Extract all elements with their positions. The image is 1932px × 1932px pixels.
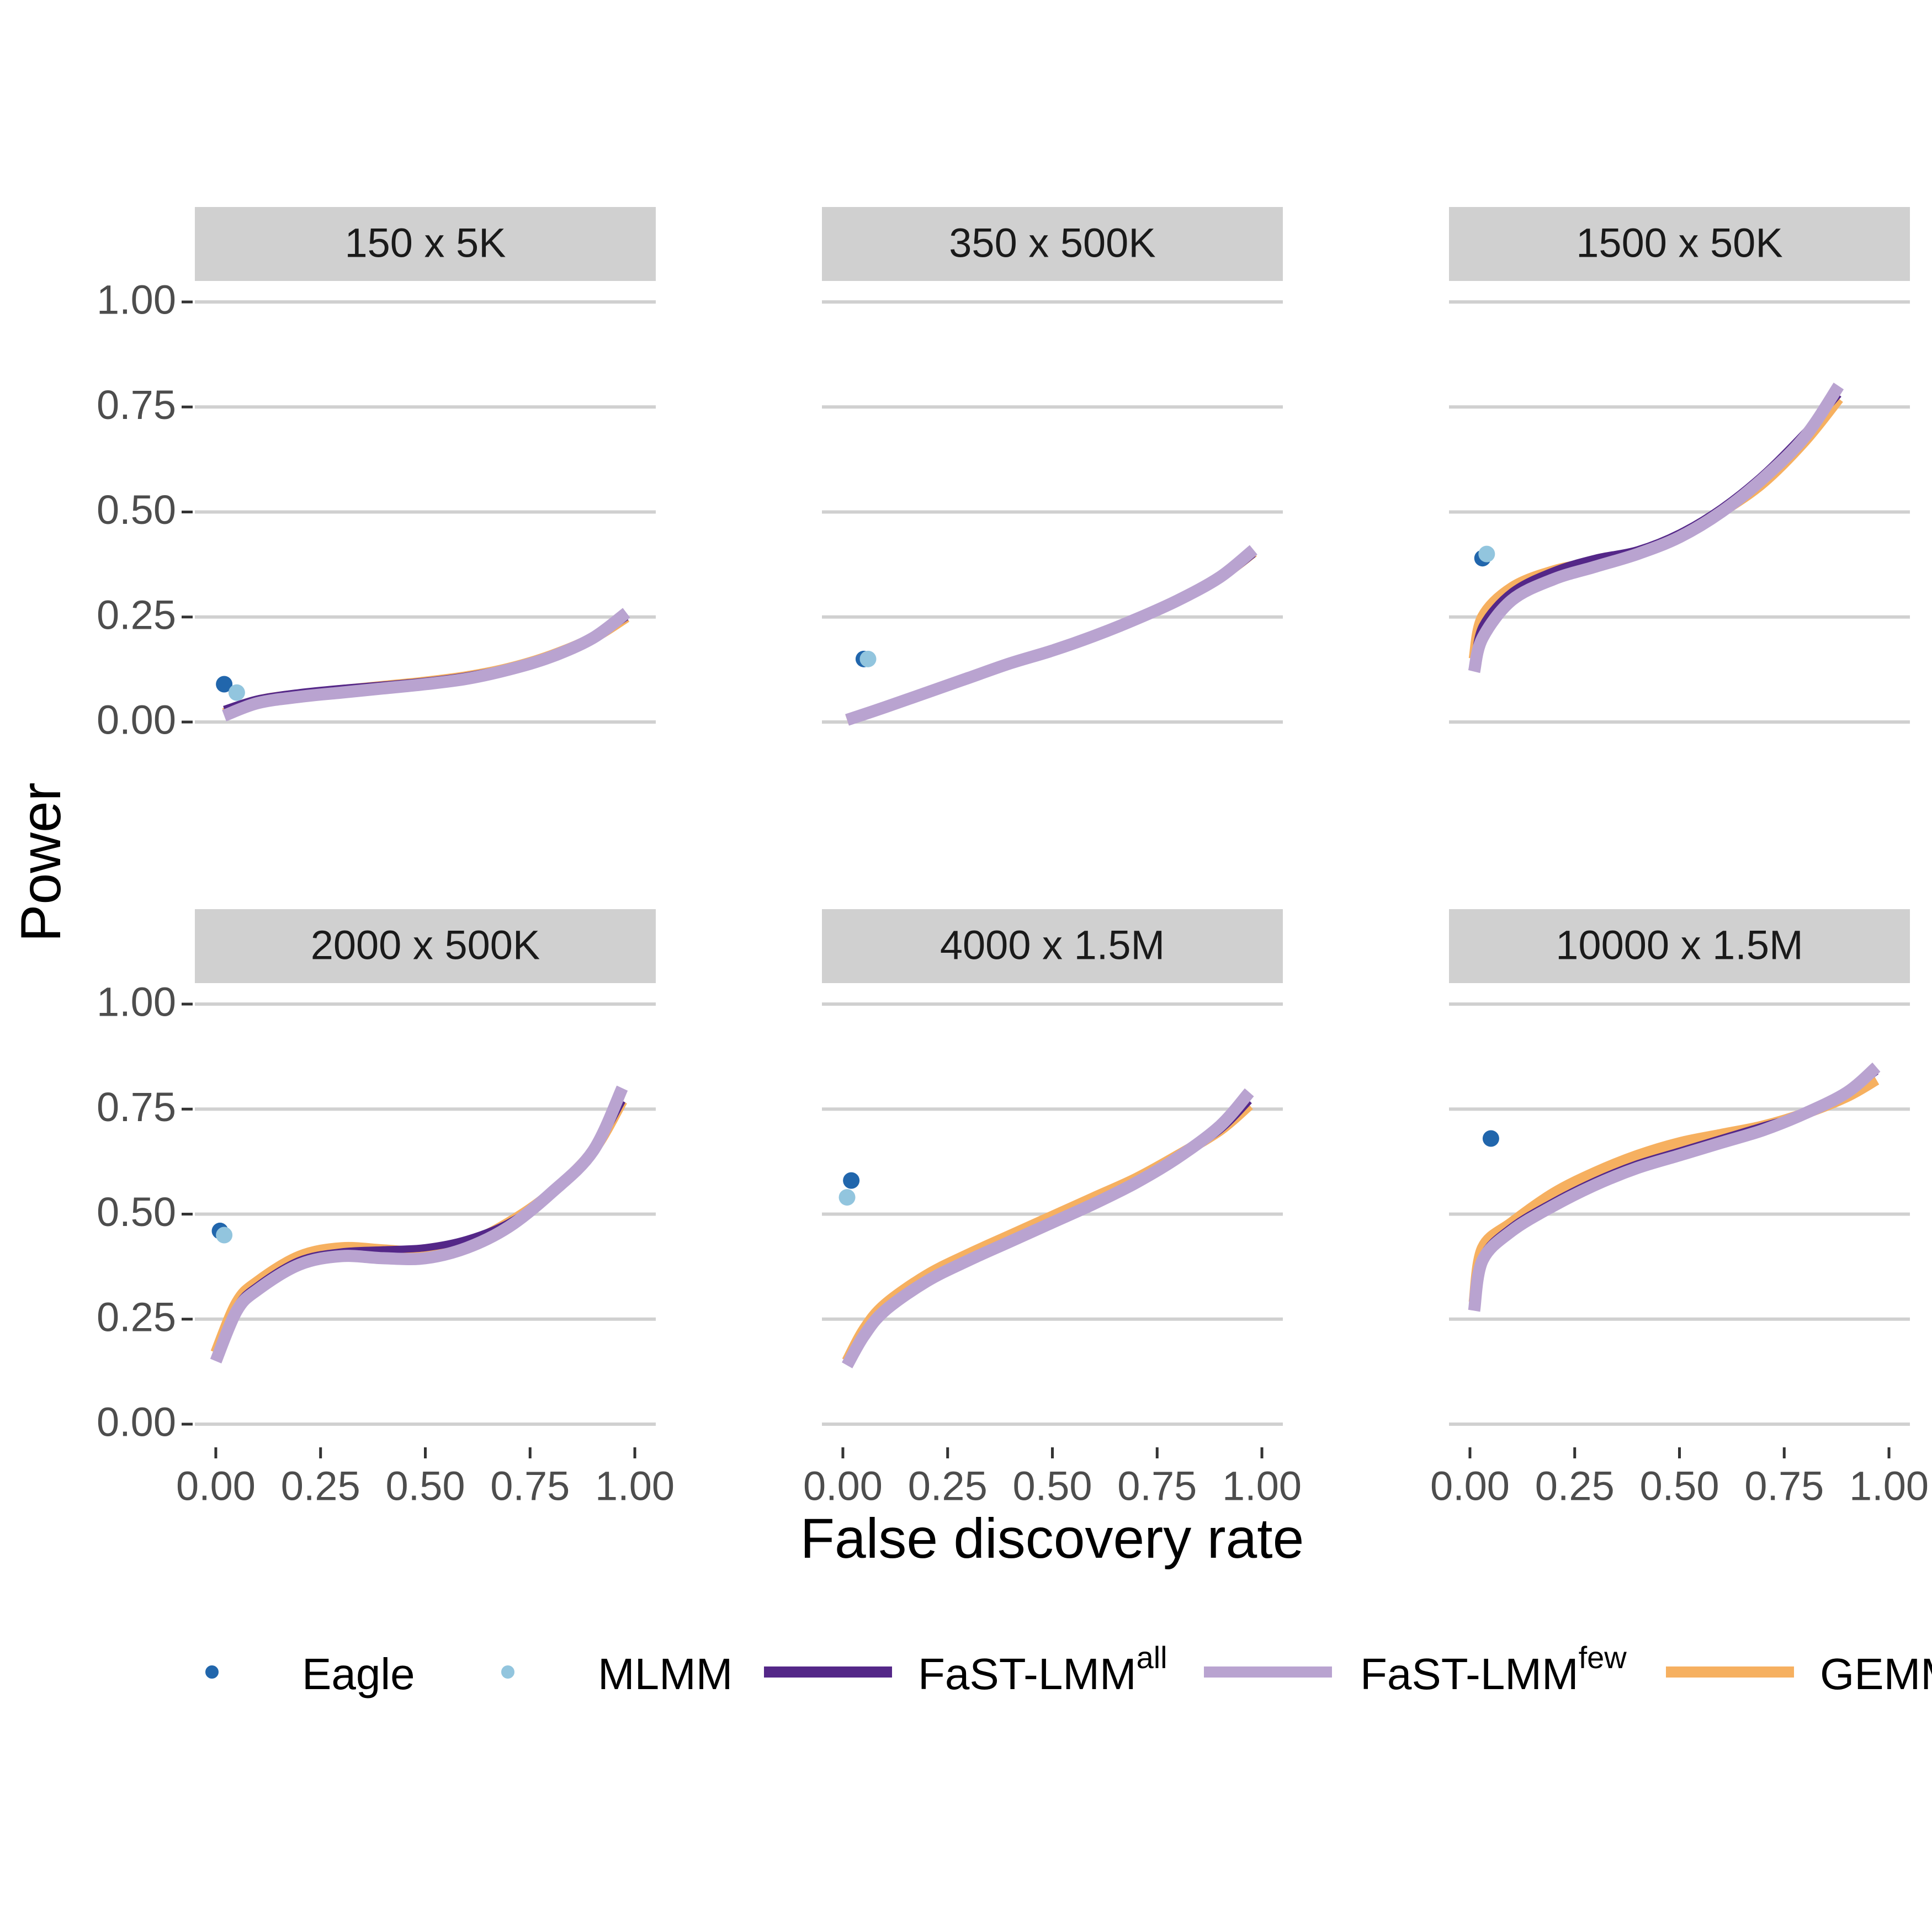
legend-superscript: all (1137, 1640, 1167, 1675)
x-tick-label: 0.50 (1012, 1463, 1092, 1509)
y-tick-label: 1.00 (97, 979, 176, 1025)
series-line (845, 545, 1257, 726)
facet-title: 350 x 500K (949, 220, 1155, 266)
x-tick-label: 0.75 (1744, 1463, 1824, 1509)
y-tick-label: 0.25 (97, 592, 176, 638)
y-tick-label: 0.25 (97, 1294, 176, 1340)
y-tick-label: 1.00 (97, 277, 176, 323)
y-tick-label: 0.50 (97, 1189, 176, 1235)
x-tick-label: 0.50 (1639, 1463, 1719, 1509)
facet-title: 1500 x 50K (1576, 220, 1782, 266)
legend-name: GEMMA (1820, 1649, 1932, 1699)
series-line (1468, 1062, 1881, 1312)
y-tick-label: 0.75 (97, 1084, 176, 1130)
legend-name: MLMM (598, 1649, 733, 1699)
legend-superscript: few (1579, 1640, 1627, 1675)
x-axis-title: False discovery rate (800, 1507, 1304, 1570)
legend-key (501, 1665, 514, 1679)
series-point (228, 684, 245, 701)
legend-label: FaST-LMMall (918, 1640, 1167, 1699)
series-point (838, 1189, 856, 1206)
legend-label: GEMMA (1820, 1649, 1932, 1699)
y-tick-label: 0.00 (97, 1399, 176, 1445)
x-tick-label: 1.00 (1849, 1463, 1929, 1509)
facet-title: 10000 x 1.5M (1556, 922, 1803, 968)
x-tick-label: 0.25 (281, 1463, 360, 1509)
facet-strip (822, 207, 1283, 281)
facet-title: 2000 x 500K (311, 922, 540, 968)
legend-name: FaST-LMM (918, 1649, 1137, 1699)
legend-name: Eagle (302, 1649, 415, 1699)
x-tick-label: 1.00 (595, 1463, 675, 1509)
x-tick-label: 0.50 (385, 1463, 465, 1509)
y-axis-title: Power (9, 782, 72, 942)
x-tick-label: 0.00 (1430, 1463, 1510, 1509)
x-tick-label: 0.00 (176, 1463, 256, 1509)
facet-strip (1449, 909, 1910, 983)
series-line (222, 608, 630, 721)
y-tick-label: 0.50 (97, 487, 176, 533)
facet-title: 4000 x 1.5M (940, 922, 1165, 968)
series-line (210, 1085, 628, 1364)
legend-name: FaST-LMM (1360, 1649, 1579, 1699)
series-point (1478, 545, 1495, 562)
y-tick-label: 0.75 (97, 382, 176, 428)
x-tick-label: 0.00 (803, 1463, 883, 1509)
legend-key (205, 1665, 219, 1679)
facet-strip (1449, 207, 1910, 281)
legend-label: Eagle (302, 1649, 415, 1699)
facet-title: 150 x 5K (344, 220, 506, 266)
x-tick-label: 0.75 (490, 1463, 570, 1509)
series-line (841, 1088, 1254, 1368)
facet-strip (195, 207, 656, 281)
facet-strip (195, 909, 656, 983)
legend-label: MLMM (598, 1649, 733, 1699)
series-line (1468, 383, 1844, 673)
series-point (843, 1172, 860, 1189)
x-tick-label: 0.25 (1535, 1463, 1615, 1509)
series-point (1482, 1130, 1499, 1147)
legend-label: FaST-LMMfew (1360, 1640, 1627, 1699)
x-tick-label: 0.25 (908, 1463, 988, 1509)
series-point (859, 650, 877, 667)
facet-strip (822, 909, 1283, 983)
x-tick-label: 1.00 (1222, 1463, 1302, 1509)
x-tick-label: 0.75 (1117, 1463, 1197, 1509)
series-point (216, 676, 233, 693)
y-tick-label: 0.00 (97, 697, 176, 743)
series-point (216, 1227, 233, 1244)
